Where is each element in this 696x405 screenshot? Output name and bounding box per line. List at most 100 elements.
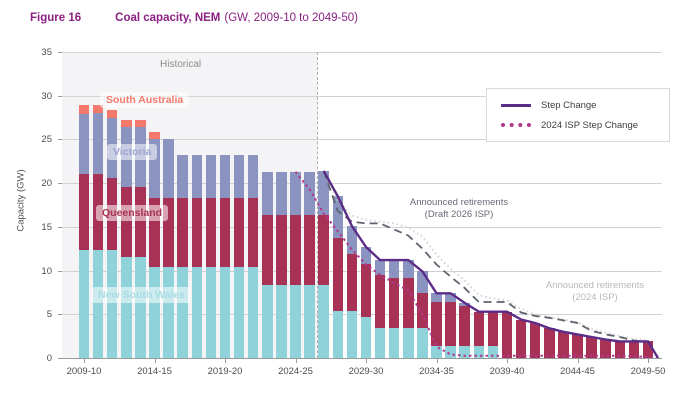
historical-forecast-divider: [317, 52, 318, 358]
bar-2013-14-south-australia: [135, 120, 146, 128]
bar-2016-17-new-south-wales: [177, 267, 188, 358]
bar-2037-38-queensland: [473, 311, 485, 346]
bar-2025-26-queensland: [304, 215, 315, 285]
bar-2016-17-queensland: [177, 198, 188, 268]
bar-2046-47-queensland: [600, 339, 611, 358]
x-tick-mark-2019-20: [225, 359, 226, 363]
bar-2024-25-new-south-wales: [290, 284, 301, 358]
bar-2026-27-new-south-wales: [318, 284, 329, 358]
bar-2018-19-new-south-wales: [205, 267, 217, 358]
y-tick-mark-25: [58, 139, 62, 141]
y-tick-mark-0: [58, 358, 62, 359]
x-tick-label-2014-15: 2014-15: [137, 366, 172, 377]
legend-item-2024-isp-step-change: 2024 ISP Step Change: [501, 120, 669, 131]
y-axis-title: Capacity (GW): [15, 169, 27, 232]
bar-2017-18-victoria: [191, 155, 203, 198]
figure-title: Coal capacity, NEM: [115, 12, 221, 24]
annotation-2024-isp: Announced retirements (2024 ISP): [516, 280, 674, 304]
x-tick-label-2009-10: 2009-10: [66, 366, 102, 377]
bar-2038-39-queensland: [487, 311, 499, 346]
bar-2016-17-victoria: [177, 155, 188, 198]
bar-2027-28-new-south-wales: [332, 310, 344, 358]
bar-2037-38-new-south-wales: [473, 345, 485, 358]
x-axis-line: [62, 358, 662, 359]
y-tick-label-25: 25: [41, 134, 52, 146]
x-tick-mark-2034-35: [436, 359, 438, 363]
bar-2032-33-new-south-wales: [403, 328, 414, 358]
bar-2029-30-queensland: [360, 263, 372, 317]
bar-2023-24-new-south-wales: [276, 284, 287, 358]
bar-2044-45-queensland: [572, 334, 583, 358]
bar-2035-36-new-south-wales: [445, 345, 456, 358]
legend-label-step-change: Step Change: [541, 99, 597, 111]
bar-2014-15-victoria: [149, 138, 160, 198]
line-announced-retirements-draft-2026-isp-: [322, 170, 649, 344]
x-tick-mark-2024-25: [295, 359, 297, 363]
y-tick-mark-35: [58, 52, 62, 53]
bar-2013-14-new-south-wales: [135, 257, 146, 358]
isp-step-change-line-swatch: [501, 123, 531, 127]
figure-subtitle: (GW, 2009-10 to 2049-50): [224, 12, 358, 24]
historical-label: Historical: [160, 59, 202, 70]
bar-2011-12-new-south-wales: [106, 250, 118, 358]
bar-2043-44-queensland: [558, 331, 569, 358]
bar-2014-15-south-australia: [149, 131, 160, 139]
bar-2009-10-queensland: [78, 173, 90, 251]
bar-2028-29-victoria: [346, 225, 358, 254]
bar-2027-28-queensland: [332, 238, 344, 311]
bar-2013-14-queensland: [135, 186, 146, 258]
bar-2035-36-queensland: [445, 302, 456, 346]
x-tick-label-2024-25: 2024-25: [278, 366, 313, 377]
region-label-victoria: Victoria: [107, 144, 158, 160]
bar-2048-49-queensland: [628, 341, 640, 358]
bar-2018-19-victoria: [205, 155, 217, 198]
x-tick-mark-2044-45: [577, 359, 579, 363]
bar-2023-24-victoria: [276, 171, 287, 216]
bar-2010-11-new-south-wales: [92, 250, 104, 358]
bar-2010-11-south-australia: [92, 105, 104, 114]
bar-2036-37-queensland: [459, 305, 470, 346]
legend-item-step-change: Step Change: [501, 100, 669, 111]
bar-2049-50-queensland: [642, 341, 654, 358]
y-tick-label-5: 5: [46, 309, 52, 321]
x-tick-mark-2029-30: [366, 359, 367, 363]
plot-area: [62, 52, 662, 359]
bar-2036-37-new-south-wales: [459, 345, 470, 358]
x-tick-label-2019-20: 2019-20: [207, 366, 243, 377]
bar-2012-13-south-australia: [121, 120, 132, 128]
bar-2021-22-victoria: [247, 155, 259, 198]
bar-2014-15-queensland: [149, 198, 160, 268]
bar-2020-21-victoria: [233, 155, 245, 198]
x-tick-label-2029-30: 2029-30: [348, 366, 384, 377]
bar-2025-26-victoria: [304, 171, 315, 216]
y-tick-label-10: 10: [41, 265, 52, 277]
gridline-15: [62, 226, 662, 228]
y-tick-label-0: 0: [46, 353, 52, 364]
bar-2033-34-queensland: [417, 293, 428, 329]
bar-2015-16-queensland: [163, 198, 174, 268]
bar-2028-29-queensland: [346, 253, 358, 311]
bar-2033-34-victoria: [417, 271, 428, 294]
bar-2041-42-queensland: [529, 323, 541, 358]
y-tick-mark-15: [58, 226, 62, 228]
bar-2021-22-queensland: [247, 198, 259, 268]
bar-2011-12-south-australia: [106, 109, 118, 118]
bar-2028-29-new-south-wales: [346, 310, 358, 358]
x-tick-mark-2039-40: [507, 359, 508, 363]
scenario-lines-overlay: [294, 170, 660, 359]
gridline-35: [62, 52, 662, 53]
bar-2035-36-victoria: [445, 293, 456, 303]
y-tick-label-15: 15: [41, 221, 52, 233]
bar-2020-21-new-south-wales: [233, 267, 245, 358]
bar-2010-11-victoria: [92, 113, 104, 174]
bar-2040-41-queensland: [515, 319, 527, 358]
bar-2032-33-queensland: [403, 277, 414, 329]
bar-2015-16-new-south-wales: [163, 267, 174, 358]
bar-2024-25-victoria: [290, 171, 301, 216]
gridline-20: [62, 183, 662, 185]
x-tick-label-2044-45: 2044-45: [560, 366, 595, 377]
bar-2012-13-new-south-wales: [121, 257, 132, 358]
bar-2034-35-queensland: [431, 302, 442, 346]
bar-2022-23-queensland: [262, 215, 273, 285]
bar-2029-30-new-south-wales: [360, 316, 372, 358]
